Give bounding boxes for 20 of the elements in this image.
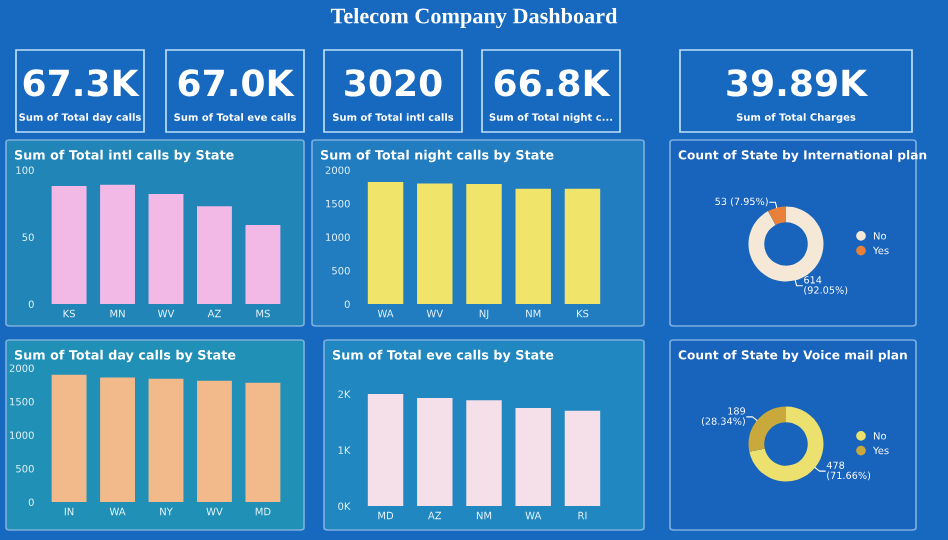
bar	[197, 206, 232, 304]
bar	[515, 408, 551, 506]
donut-slice	[768, 206, 786, 225]
text: Telecom Company Dashboard	[330, 7, 618, 29]
bar	[51, 186, 87, 304]
bar	[417, 397, 453, 506]
donut-slice	[748, 406, 786, 452]
text: 67.0K	[178, 69, 295, 97]
text: 66.8K	[494, 69, 611, 97]
text: 39.89K	[727, 69, 869, 97]
bar	[367, 394, 404, 506]
text: 67.3K	[23, 69, 140, 97]
bar	[466, 400, 502, 506]
bar	[100, 184, 135, 304]
bar	[564, 410, 601, 506]
text: 3020	[345, 69, 442, 97]
donut-slice	[749, 406, 824, 482]
bar	[148, 194, 184, 304]
donut-slice	[748, 206, 824, 282]
bar	[245, 224, 281, 304]
